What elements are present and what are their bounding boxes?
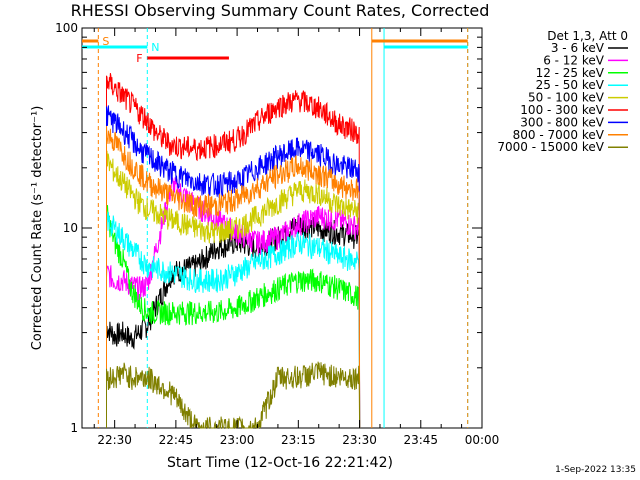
series-line — [106, 125, 361, 429]
legend-label: 12 - 25 keV — [536, 66, 605, 80]
chart-title: RHESSI Observing Summary Count Rates, Co… — [71, 1, 490, 20]
legend-label: 300 - 800 keV — [520, 115, 604, 129]
y-axis: 1 10 100 — [55, 21, 482, 435]
series-line — [106, 215, 361, 429]
series-line — [106, 73, 361, 429]
series-line — [106, 176, 361, 429]
series-line — [106, 105, 361, 429]
legend-label: 3 - 6 keV — [551, 41, 605, 55]
legend-label: 50 - 100 keV — [528, 91, 605, 105]
series-group — [106, 73, 361, 430]
series-line — [106, 361, 361, 430]
flag-label: S — [102, 35, 109, 48]
flags-group: S NF — [82, 35, 468, 65]
x-tick-label: 23:45 — [403, 433, 438, 447]
series-line — [106, 150, 361, 429]
y-axis-label: Corrected Count Rate (s⁻¹ detector⁻¹) — [30, 106, 45, 351]
x-tick-label: 23:30 — [342, 433, 377, 447]
x-tick-label: 23:15 — [281, 433, 316, 447]
x-axis: 22:30 22:45 23:00 23:15 23:30 23:45 00:00 — [93, 28, 500, 447]
series-line — [106, 204, 361, 429]
flag-label: N — [151, 41, 159, 54]
timestamp: 1-Sep-2022 13:35 — [555, 465, 636, 475]
flag-label: F — [136, 52, 142, 65]
legend-label: 25 - 50 keV — [536, 78, 605, 92]
legend-label: 800 - 7000 keV — [513, 128, 605, 142]
legend-label: 6 - 12 keV — [543, 53, 605, 67]
x-axis-label: Start Time (12-Oct-16 22:21:42) — [167, 455, 393, 471]
x-tick-label: 22:45 — [159, 433, 194, 447]
y-tick-label: 10 — [63, 221, 78, 235]
legend-label: 7000 - 15000 keV — [497, 140, 604, 154]
plot-area: S NF — [81, 27, 483, 430]
x-tick-label: 00:00 — [465, 433, 500, 447]
x-tick-label: 22:30 — [97, 433, 132, 447]
vertical-markers — [97, 28, 469, 428]
legend-title: Det 1,3, Att 0 — [547, 29, 628, 43]
y-tick-label: 1 — [70, 421, 78, 435]
y-tick-label: 100 — [55, 21, 78, 35]
x-tick-label: 23:00 — [220, 433, 255, 447]
legend-label: 100 - 300 keV — [520, 103, 604, 117]
series-line — [106, 208, 361, 429]
